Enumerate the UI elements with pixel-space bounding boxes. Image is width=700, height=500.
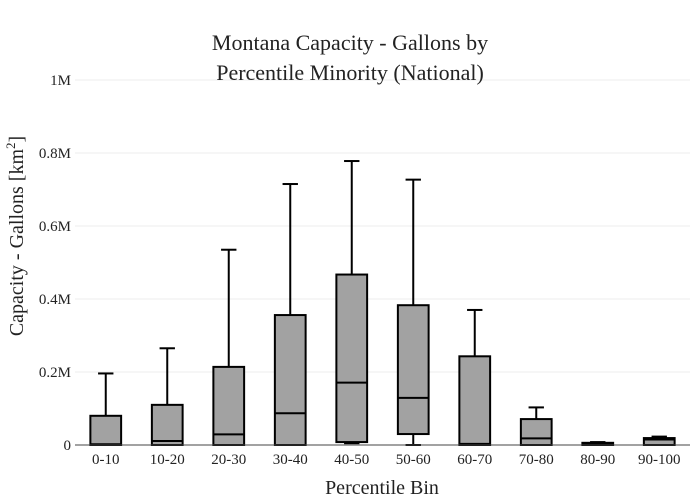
box-20-30 (212, 248, 246, 447)
box-10-20 (150, 347, 184, 447)
y-axis-title-main: Capacity - Gallons [km (6, 149, 28, 337)
x-axis-title: Percentile Bin (325, 477, 439, 499)
y-tick-label: 0.8M (39, 146, 71, 162)
y-tick-label: 0.4M (39, 292, 71, 308)
box-iqr (396, 304, 430, 436)
box-50-60 (396, 178, 430, 446)
box-0-10 (89, 372, 123, 446)
box-70-80 (519, 406, 553, 446)
box-iqr (273, 314, 307, 446)
x-tick-label: 10-20 (150, 452, 185, 468)
y-tick-label: 0.2M (39, 365, 71, 381)
box-iqr (458, 355, 492, 446)
box-series (89, 160, 676, 447)
y-axis-title-superscript: 2 (3, 142, 18, 149)
y-axis-ticks: 0 0.2M 0.4M 0.6M 0.8M 1M (39, 73, 71, 454)
box-iqr (335, 273, 369, 444)
chart-title-line-1: Montana Capacity - Gallons by (212, 30, 488, 55)
y-axis-title-end: ] (6, 136, 28, 143)
box-40-50 (335, 160, 369, 445)
x-tick-label: 40-50 (334, 452, 369, 468)
x-tick-label: 90-100 (638, 452, 681, 468)
box-60-70 (458, 308, 492, 446)
x-tick-label: 80-90 (580, 452, 615, 468)
y-axis-title: Capacity - Gallons [km2] (3, 136, 28, 336)
x-tick-label: 30-40 (273, 452, 308, 468)
x-tick-label: 0-10 (92, 452, 120, 468)
y-tick-label: 1M (50, 73, 71, 89)
box-90-100 (642, 435, 676, 447)
x-tick-label: 20-30 (211, 452, 246, 468)
box-iqr (519, 418, 553, 446)
gridlines (75, 79, 690, 373)
box-iqr (89, 414, 123, 446)
x-axis-ticks: 0-10 10-20 20-30 30-40 40-50 50-60 60-70 70-80 8… (92, 452, 681, 468)
box-iqr (150, 403, 184, 447)
box-30-40 (273, 183, 307, 446)
x-tick-label: 70-80 (519, 452, 554, 468)
chart-title-line-2: Percentile Minority (National) (216, 60, 484, 85)
x-tick-label: 50-60 (396, 452, 431, 468)
y-tick-label: 0 (64, 438, 72, 454)
x-tick-label: 60-70 (457, 452, 492, 468)
box-iqr (212, 365, 246, 447)
y-tick-label: 0.6M (39, 219, 71, 235)
